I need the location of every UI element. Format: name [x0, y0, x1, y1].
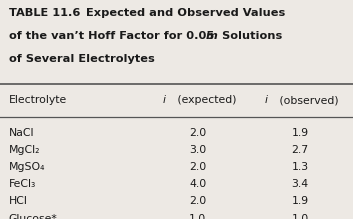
- Text: of the van’t Hoff Factor for 0.05: of the van’t Hoff Factor for 0.05: [9, 31, 218, 41]
- Text: NaCl: NaCl: [9, 128, 34, 138]
- Text: 1.3: 1.3: [292, 162, 309, 172]
- Text: (expected): (expected): [174, 95, 236, 105]
- Text: Expected and Observed Values: Expected and Observed Values: [74, 8, 285, 18]
- Text: Solutions: Solutions: [218, 31, 282, 41]
- Text: HCl: HCl: [9, 196, 28, 207]
- Text: MgCl₂: MgCl₂: [9, 145, 40, 155]
- Text: Electrolyte: Electrolyte: [9, 95, 67, 105]
- Text: 1.9: 1.9: [292, 196, 309, 207]
- Text: TABLE 11.6: TABLE 11.6: [9, 8, 80, 18]
- Text: 3.4: 3.4: [292, 179, 309, 189]
- Text: 3.0: 3.0: [189, 145, 206, 155]
- Text: Glucose*: Glucose*: [9, 214, 58, 219]
- Text: 4.0: 4.0: [189, 179, 206, 189]
- Text: i: i: [265, 95, 268, 105]
- Text: 2.7: 2.7: [292, 145, 309, 155]
- Text: 1.0: 1.0: [189, 214, 206, 219]
- Text: i: i: [162, 95, 165, 105]
- Text: of Several Electrolytes: of Several Electrolytes: [9, 54, 155, 64]
- Text: 2.0: 2.0: [189, 196, 206, 207]
- Text: 2.0: 2.0: [189, 162, 206, 172]
- Text: (observed): (observed): [276, 95, 339, 105]
- Text: 2.0: 2.0: [189, 128, 206, 138]
- Text: 1.0: 1.0: [292, 214, 309, 219]
- Text: 1.9: 1.9: [292, 128, 309, 138]
- Text: m: m: [206, 31, 218, 41]
- Text: MgSO₄: MgSO₄: [9, 162, 45, 172]
- Text: FeCl₃: FeCl₃: [9, 179, 36, 189]
